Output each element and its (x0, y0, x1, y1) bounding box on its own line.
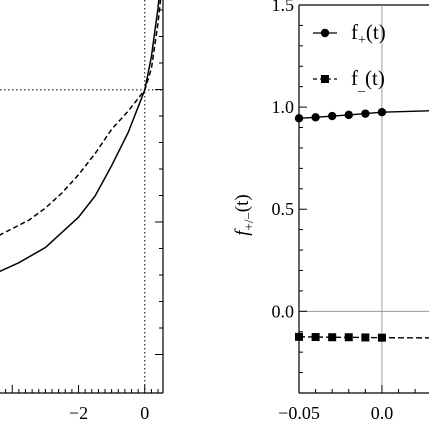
left-x-tick-label: 0 (140, 403, 149, 423)
data-point-circle (311, 113, 320, 122)
right-y-tick-label: 1.5 (272, 0, 295, 15)
legend-label-subscript: + (358, 33, 366, 48)
legend-label-subscript: _ (357, 79, 366, 94)
legend-label-main: f (351, 66, 358, 90)
data-point-circle (327, 111, 337, 121)
right-y-axis-label: f+/−(t) (232, 194, 256, 236)
data-point-square (295, 332, 303, 341)
legend-label-tail: (t) (366, 20, 386, 44)
left-curves (0, 0, 162, 273)
legend-label: f_(t) (351, 66, 385, 94)
legend-marker-square (321, 75, 329, 83)
right-y-tick-label: 0.0 (272, 301, 295, 321)
y-label-subscript: +/− (241, 212, 256, 230)
left-curve-solid (0, 0, 160, 273)
y-label-tail: (t) (232, 194, 253, 212)
legend-label-main: f (351, 20, 358, 44)
data-point-square (377, 333, 386, 342)
legend-label-tail: (t) (365, 66, 385, 90)
data-point-circle (361, 109, 370, 118)
left-plot-panel: −2 0 (0, 0, 164, 423)
data-point-square (311, 333, 320, 342)
right-x-tick-label: 0.0 (371, 403, 394, 423)
data-point-circle (377, 108, 387, 117)
data-point-square (328, 333, 337, 342)
right-y-tick-label: 0.5 (272, 199, 295, 219)
legend-label: f+(t) (351, 20, 386, 48)
right-legend: f+(t)f_(t) (313, 20, 386, 94)
data-point-circle (344, 110, 353, 120)
data-point-square (361, 333, 370, 342)
y-label-main: f (232, 228, 253, 236)
legend-marker-circle (320, 28, 330, 38)
right-y-tick-label: 1.0 (272, 97, 295, 117)
right-x-tick-label: −0.05 (278, 403, 320, 423)
right-plot-panel: 0.00.51.01.5−0.05 0.0f+/−(t)f+(t)f_(t) (232, 0, 429, 423)
data-point-circle (294, 114, 304, 123)
left-curve-dashed (0, 0, 162, 236)
data-point-square (344, 333, 353, 342)
left-x-tick-label: −2 (69, 403, 88, 423)
